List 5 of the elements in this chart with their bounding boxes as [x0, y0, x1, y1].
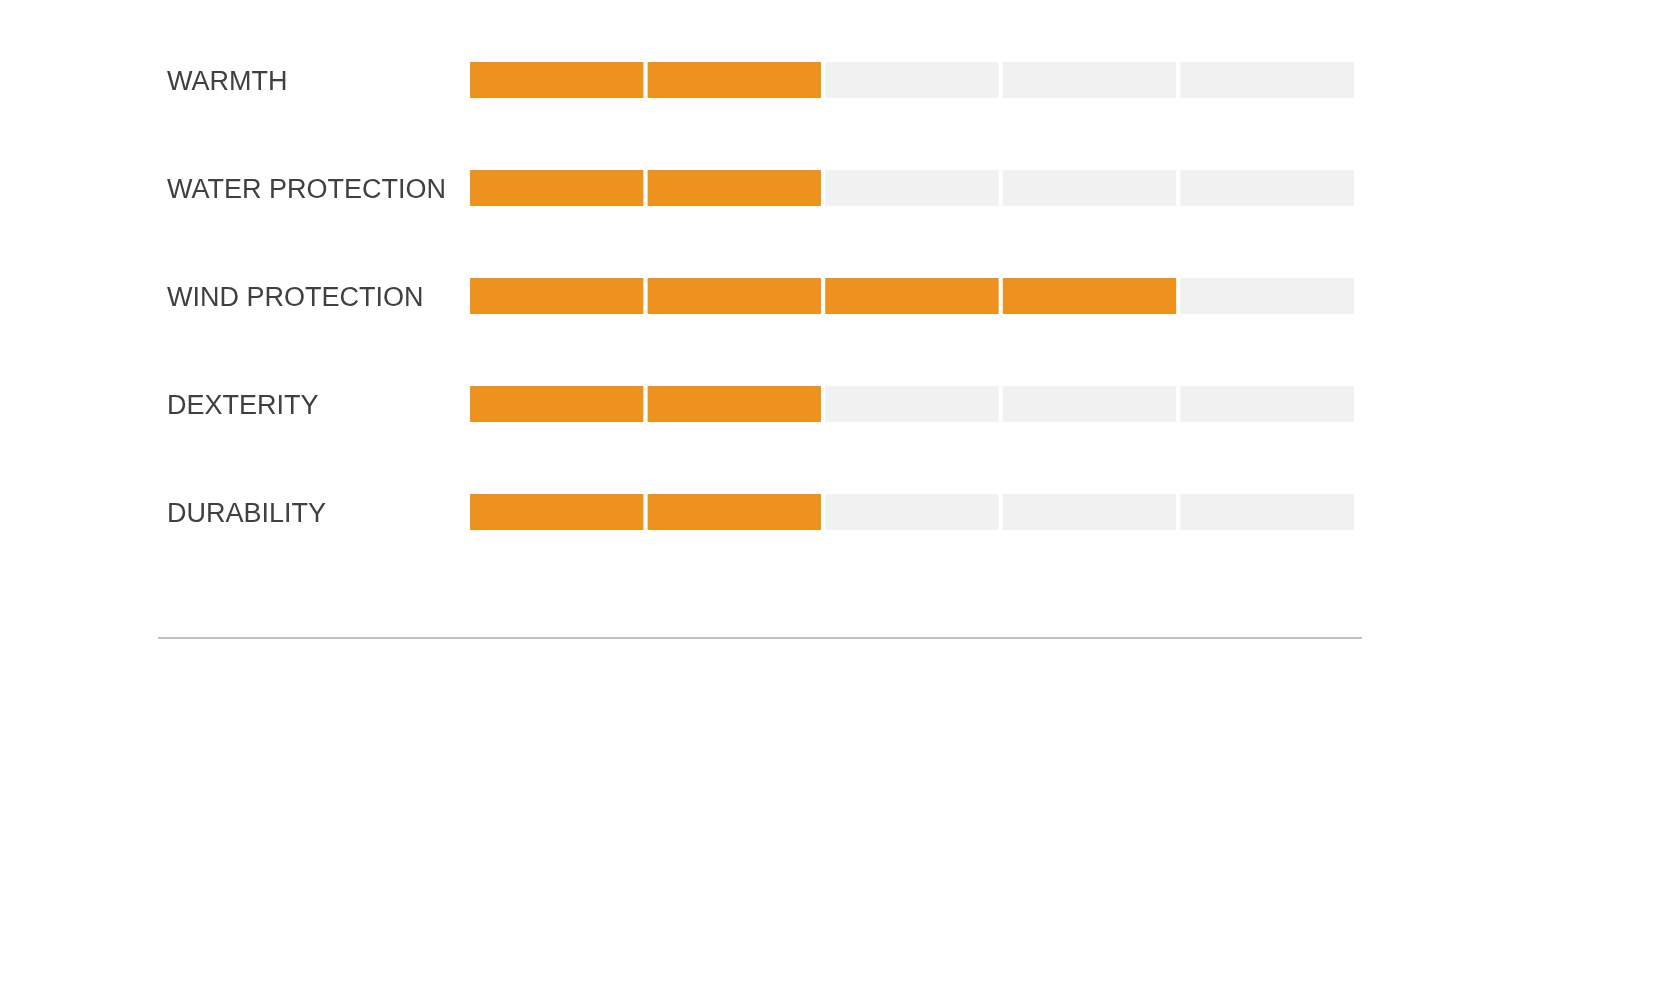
y-tick-label: WARMTH: [167, 65, 288, 96]
y-tick-label: DURABILITY: [167, 497, 327, 528]
y-tick-label: WATER PROTECTION: [167, 173, 446, 204]
y-tick-label: DEXTERITY: [167, 389, 319, 420]
y-tick-label: WIND PROTECTION: [167, 281, 424, 312]
